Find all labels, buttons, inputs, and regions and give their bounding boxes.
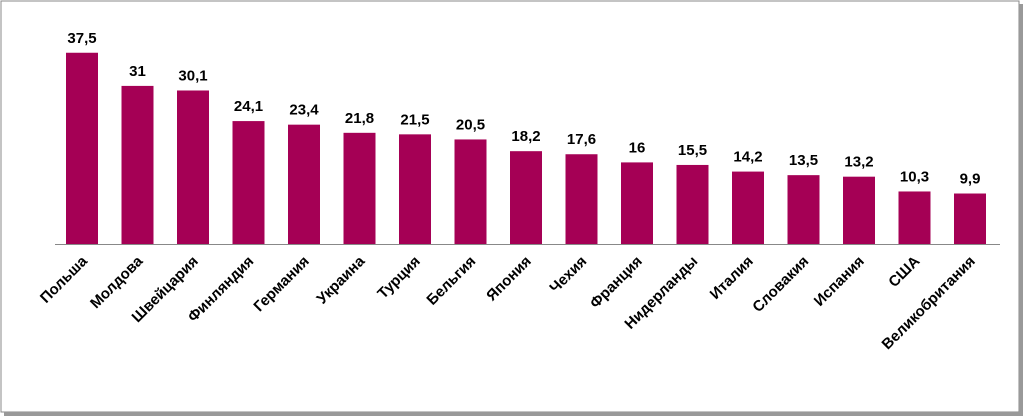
bar [232, 121, 265, 244]
data-label: 13,5 [789, 152, 818, 169]
shadow [4, 412, 1023, 416]
data-label: 24,1 [234, 98, 263, 115]
data-label: 13,2 [844, 154, 873, 171]
data-label: 17,6 [567, 131, 596, 148]
bar [565, 154, 598, 244]
bar [454, 139, 487, 244]
bar [510, 151, 542, 244]
data-label: 21,8 [345, 110, 374, 127]
bar [621, 162, 653, 244]
bar [399, 134, 431, 244]
data-label: 16 [629, 139, 646, 156]
data-label: 23,4 [289, 102, 319, 119]
data-label: 20,5 [456, 116, 485, 133]
bar [843, 176, 875, 244]
bar [954, 193, 986, 244]
data-label: 10,3 [900, 168, 929, 185]
bar [732, 171, 764, 244]
data-label: 21,5 [400, 111, 429, 128]
shadow [1019, 4, 1023, 414]
data-label: 30,1 [178, 67, 207, 84]
bar [288, 124, 320, 244]
data-label: 31 [129, 63, 146, 80]
bar [787, 175, 820, 244]
bar [898, 191, 931, 244]
bar [343, 132, 376, 244]
bar [676, 164, 709, 244]
bar [66, 52, 98, 244]
bar [121, 85, 154, 245]
data-label: 37,5 [67, 30, 96, 47]
data-label: 18,2 [511, 128, 540, 145]
data-label: 9,9 [960, 171, 981, 188]
bar [177, 90, 209, 245]
data-label: 15,5 [678, 142, 707, 159]
data-label: 14,2 [733, 149, 762, 166]
